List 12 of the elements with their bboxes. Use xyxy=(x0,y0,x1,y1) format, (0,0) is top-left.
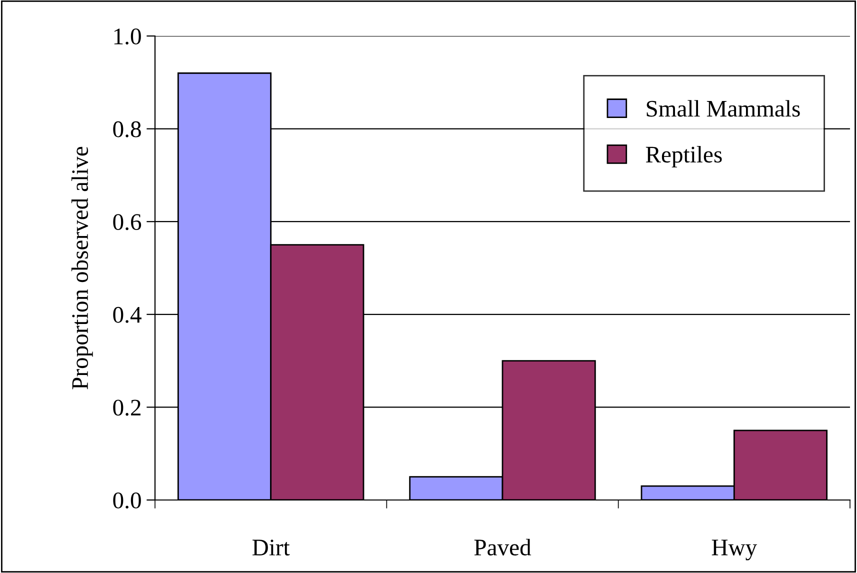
x-tick-label: Hwy xyxy=(712,540,758,560)
y-tick-label: 0.0 xyxy=(113,492,141,509)
y-tick-label: 1.0 xyxy=(114,28,141,45)
y-axis-title: Proportion observed alive xyxy=(71,146,93,390)
y-tick-label: 0.4 xyxy=(113,306,142,323)
legend-label: Small Mammals xyxy=(646,100,800,117)
y-tick-label: 0.2 xyxy=(113,400,141,416)
x-tick-label: Dirt xyxy=(252,540,290,556)
legend-label: Reptiles xyxy=(646,146,722,168)
x-tick-label: Paved xyxy=(474,538,532,556)
y-tick-label: 0.6 xyxy=(113,214,142,230)
y-tick-label: 0.8 xyxy=(113,121,141,138)
